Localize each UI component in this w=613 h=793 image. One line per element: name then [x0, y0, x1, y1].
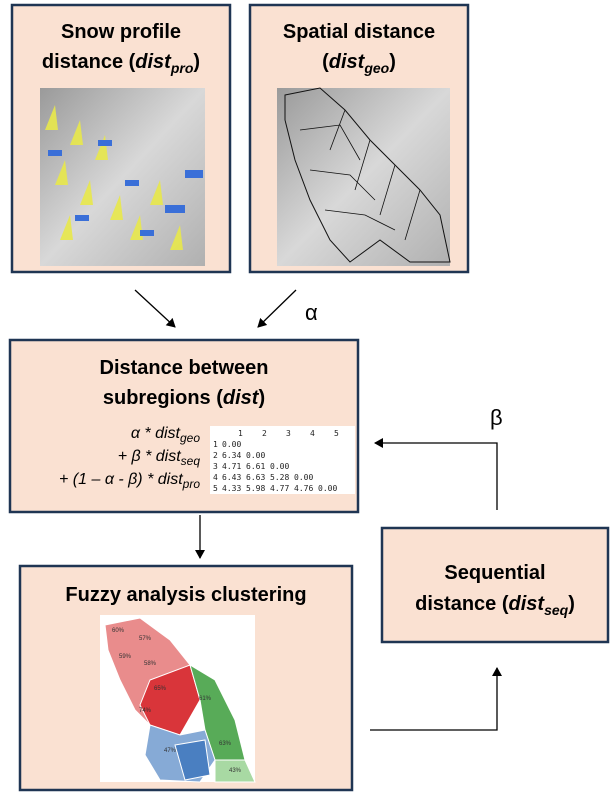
matrix-cell: 6.43 — [222, 473, 241, 482]
matrix-cell: 6.34 — [222, 451, 241, 460]
matrix-cell: 4.77 — [270, 484, 289, 493]
map-label: 74% — [139, 708, 152, 714]
formula-var: dist — [158, 471, 183, 488]
matrix-cell: 0.00 — [270, 462, 289, 471]
matrix-cell: 0.00 — [318, 484, 337, 493]
matrix-cell: 4.76 — [294, 484, 313, 493]
formula-var: dist — [156, 448, 181, 465]
arrow — [257, 289, 297, 328]
arrow — [370, 667, 502, 731]
box-title: Spatial distance — [283, 21, 435, 43]
matrix-header: 4 — [310, 429, 315, 438]
formula-prefix: + β * — [118, 448, 156, 465]
box-title: Distance between — [100, 357, 269, 379]
box-subtitle: distance (distpro) — [42, 51, 200, 76]
matrix-cell: 0.00 — [246, 451, 265, 460]
map-label: 43% — [229, 768, 242, 774]
map-label: 58% — [144, 661, 157, 667]
formula-line: + β * distseq — [118, 448, 201, 468]
formula-prefix: + (1 – α - β) * — [59, 471, 158, 488]
formula-sub: geo — [180, 431, 200, 445]
map-label: 47% — [164, 748, 177, 754]
matrix-cell: 0.00 — [294, 473, 313, 482]
matrix-cell: 4.71 — [222, 462, 241, 471]
matrix-cell: 6.61 — [246, 462, 265, 471]
matrix-cell: 4.33 — [222, 484, 241, 493]
spatial-map — [277, 87, 451, 266]
snow-profile-map — [40, 88, 205, 266]
box-subtitle: distance (distseq) — [415, 593, 575, 618]
formula-line: + (1 – α - β) * distpro — [59, 471, 200, 491]
box-subtitle: subregions (dist) — [103, 387, 265, 409]
box-title: Sequential — [444, 562, 545, 584]
matrix-row-label: 4 — [213, 473, 218, 482]
box-title: Snow profile — [61, 21, 181, 43]
matrix-header: 3 — [286, 429, 291, 438]
arrow — [134, 289, 176, 328]
matrix-panel — [210, 426, 355, 494]
matrix-cell: 6.63 — [246, 473, 265, 482]
map-label: 60% — [112, 628, 125, 634]
map-label: 59% — [119, 654, 132, 660]
cluster-map — [100, 615, 256, 783]
formula-prefix: α * — [131, 425, 155, 442]
map-label: 65% — [154, 686, 167, 692]
formula-sub: pro — [182, 477, 201, 491]
formula-var: dist — [155, 425, 180, 442]
matrix-row-label: 1 — [213, 440, 218, 449]
matrix-header: 1 — [238, 429, 243, 438]
map-label: 57% — [139, 636, 152, 642]
map-label: 61% — [199, 696, 212, 702]
formula-line: α * distgeo — [131, 425, 201, 445]
arrow — [374, 438, 498, 510]
map-label: 63% — [219, 741, 232, 747]
formula-sub: seq — [181, 454, 201, 468]
beta-label: β — [490, 405, 503, 430]
box-subtitle: (distgeo) — [322, 51, 396, 76]
matrix-header: 5 — [334, 429, 339, 438]
matrix-header: 2 — [262, 429, 267, 438]
matrix-cell: 5.98 — [246, 484, 265, 493]
matrix-cell: 5.28 — [270, 473, 289, 482]
matrix-cell: 0.00 — [222, 440, 241, 449]
matrix-row-label: 2 — [213, 451, 218, 460]
matrix-row-label: 3 — [213, 462, 218, 471]
sequential-box — [380, 526, 610, 644]
alpha-label: α — [305, 300, 318, 325]
matrix-row-label: 5 — [213, 484, 218, 493]
box-title: Fuzzy analysis clustering — [65, 584, 306, 606]
